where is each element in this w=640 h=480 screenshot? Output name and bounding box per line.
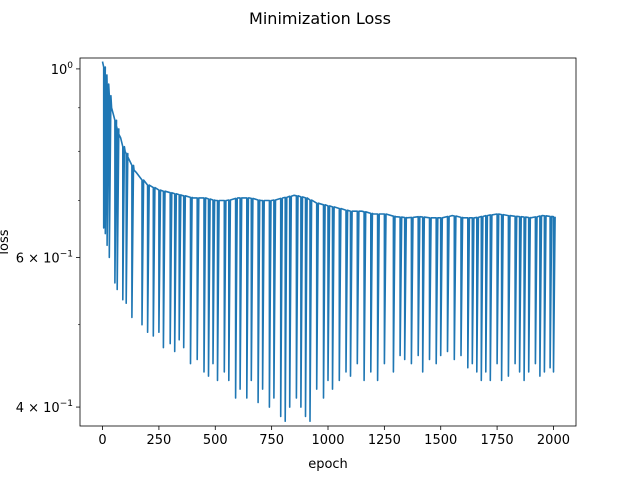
chart-title: Minimization Loss xyxy=(249,9,391,28)
x-tick-label: 1750 xyxy=(481,433,514,448)
x-tick-label: 750 xyxy=(259,433,284,448)
y-axis: 100 6 × 10−1 4 × 10−1 xyxy=(16,61,80,416)
x-tick-label: 250 xyxy=(146,433,171,448)
x-tick-label: 1250 xyxy=(368,433,401,448)
x-axis-label: epoch xyxy=(308,457,348,472)
loss-series-line xyxy=(101,61,556,422)
y-tick-label: 100 xyxy=(51,61,74,78)
y-axis-label: loss xyxy=(0,229,12,254)
x-tick-label: 500 xyxy=(203,433,228,448)
x-tick-label: 1500 xyxy=(424,433,457,448)
x-tick-label: 2000 xyxy=(537,433,570,448)
y-tick-label: 4 × 10−1 xyxy=(16,399,73,416)
x-tick-label: 0 xyxy=(98,433,106,448)
x-tick-label: 1000 xyxy=(311,433,344,448)
plot-area xyxy=(101,61,556,422)
y-tick-label: 6 × 10−1 xyxy=(16,249,73,266)
x-axis: 0 250 500 750 1000 1250 1500 1750 2000 xyxy=(98,426,570,448)
